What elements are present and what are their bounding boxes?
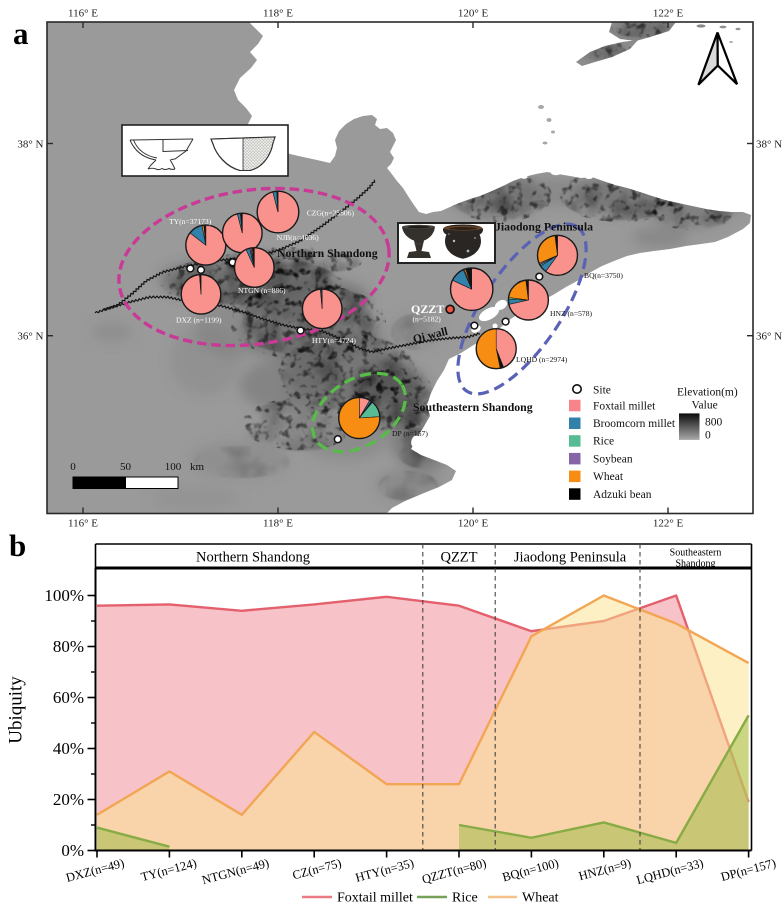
svg-text:20%: 20% (53, 790, 84, 809)
svg-text:122° E: 122° E (653, 8, 684, 20)
svg-text:HNZ (n=578): HNZ (n=578) (550, 309, 593, 318)
svg-text:QZZT: QZZT (440, 550, 477, 566)
svg-text:BQ(n=3750): BQ(n=3750) (584, 271, 623, 280)
svg-text:TY(n=37173): TY(n=37173) (169, 217, 212, 226)
svg-text:Southeastern Shandong: Southeastern Shandong (413, 400, 533, 414)
svg-text:LQHD (n=2974): LQHD (n=2974) (516, 355, 568, 364)
svg-text:Northern Shandong: Northern Shandong (277, 246, 378, 260)
svg-text:Foxtail millet: Foxtail millet (337, 891, 413, 906)
svg-text:Adzuki bean: Adzuki bean (593, 489, 652, 501)
svg-text:120° E: 120° E (458, 8, 489, 20)
svg-text:40%: 40% (53, 739, 84, 758)
svg-text:0: 0 (705, 430, 711, 442)
svg-text:116° E: 116° E (68, 8, 98, 20)
svg-text:Foxtail millet: Foxtail millet (593, 400, 656, 412)
svg-text:(n=5182): (n=5182) (413, 315, 442, 324)
svg-text:DXZ (n=1199): DXZ (n=1199) (176, 316, 222, 325)
svg-text:Elevation(m): Elevation(m) (677, 387, 738, 399)
svg-text:118° E: 118° E (263, 8, 293, 20)
svg-text:Broomcorn millet: Broomcorn millet (593, 418, 676, 430)
svg-text:km: km (190, 461, 205, 473)
svg-text:Wheat: Wheat (522, 891, 559, 906)
svg-text:122° E: 122° E (653, 518, 684, 530)
svg-text:100%: 100% (44, 586, 84, 605)
svg-text:Northern Shandong: Northern Shandong (196, 550, 310, 566)
svg-text:CZG(n=25806): CZG(n=25806) (307, 209, 355, 218)
svg-text:36° N: 36° N (17, 331, 43, 343)
svg-text:116° E: 116° E (68, 518, 98, 530)
svg-text:50: 50 (120, 461, 132, 473)
svg-text:NTGN (n=886): NTGN (n=886) (238, 286, 286, 295)
svg-text:Ubiquity: Ubiquity (6, 676, 27, 744)
svg-text:Jiaodong Peninsula: Jiaodong Peninsula (514, 550, 627, 566)
svg-text:0%: 0% (61, 841, 84, 860)
svg-text:NJB(n=4036): NJB(n=4036) (277, 233, 319, 242)
svg-text:800: 800 (705, 416, 723, 428)
svg-text:118° E: 118° E (263, 518, 293, 530)
svg-text:Jiaodong Peninsula: Jiaodong Peninsula (495, 220, 593, 234)
svg-text:Site: Site (593, 385, 611, 397)
svg-text:QZZT: QZZT (411, 302, 444, 316)
svg-text:a: a (13, 16, 29, 51)
svg-text:Soybean: Soybean (593, 453, 633, 465)
svg-text:60%: 60% (53, 688, 84, 707)
svg-text:38° N: 38° N (17, 139, 43, 151)
svg-text:Wheat: Wheat (593, 471, 624, 483)
svg-text:b: b (9, 528, 26, 563)
svg-text:Rice: Rice (593, 436, 614, 448)
svg-text:100: 100 (165, 461, 182, 473)
svg-text:DP (n=157): DP (n=157) (392, 429, 428, 438)
svg-text:Southeastern: Southeastern (670, 548, 722, 559)
svg-text:38° N: 38° N (756, 139, 782, 151)
svg-text:80%: 80% (53, 637, 84, 656)
svg-text:120° E: 120° E (458, 518, 489, 530)
svg-text:HTY(n=4724): HTY(n=4724) (312, 336, 356, 345)
svg-text:36° N: 36° N (756, 331, 782, 343)
svg-text:Value: Value (692, 400, 718, 412)
svg-text:Rice: Rice (452, 891, 478, 906)
svg-text:Shandong: Shandong (676, 559, 716, 570)
svg-text:0: 0 (70, 461, 76, 473)
